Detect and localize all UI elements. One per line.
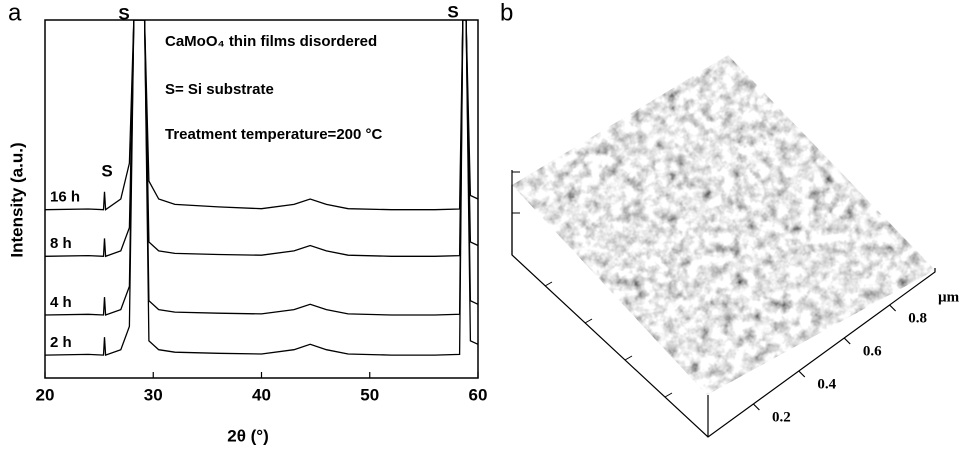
plot-lines [45,20,478,357]
x-tick-label: 30 [144,385,163,404]
x-tick-label: 60 [469,385,488,404]
axis-tick-label: 0.2 [772,409,791,425]
annotation: Treatment temperature=200 °C [165,126,383,143]
annotation: S [118,4,129,23]
series-label: 16 h [50,189,80,206]
x-tick-label: 20 [36,385,55,404]
x-tick-label: 40 [252,385,271,404]
series-label: 8 h [50,235,72,252]
axis-tick [843,337,851,345]
axis-tick [798,370,806,378]
plot-frame [44,19,479,379]
afm-surface [511,55,936,438]
unit-label: µm [938,289,960,305]
panel-label: a [8,0,22,26]
axis-tick-label: 0.4 [817,376,836,392]
series-line [45,20,478,357]
x-tick-label: 50 [360,385,379,404]
annotation: S [101,161,112,180]
series-line [45,20,478,211]
axis-tick [889,304,897,312]
series-label: 2 h [50,334,72,351]
axis-tick-label: 0.8 [908,310,927,326]
y-axis-label: Intensity (a.u.) [7,142,26,257]
annotation: S [447,2,458,21]
panel-label: b [500,0,513,26]
annotation: S= Si substrate [165,81,274,98]
axis-tick [752,403,760,411]
series-line [45,20,478,258]
series-line [45,20,478,316]
series-label: 4 h [50,294,72,311]
axis-tick-label: 0.6 [863,343,882,359]
x-axis-label: 2θ (°) [227,426,269,445]
annotation: CaMoO₄ thin films disordered [165,33,377,50]
